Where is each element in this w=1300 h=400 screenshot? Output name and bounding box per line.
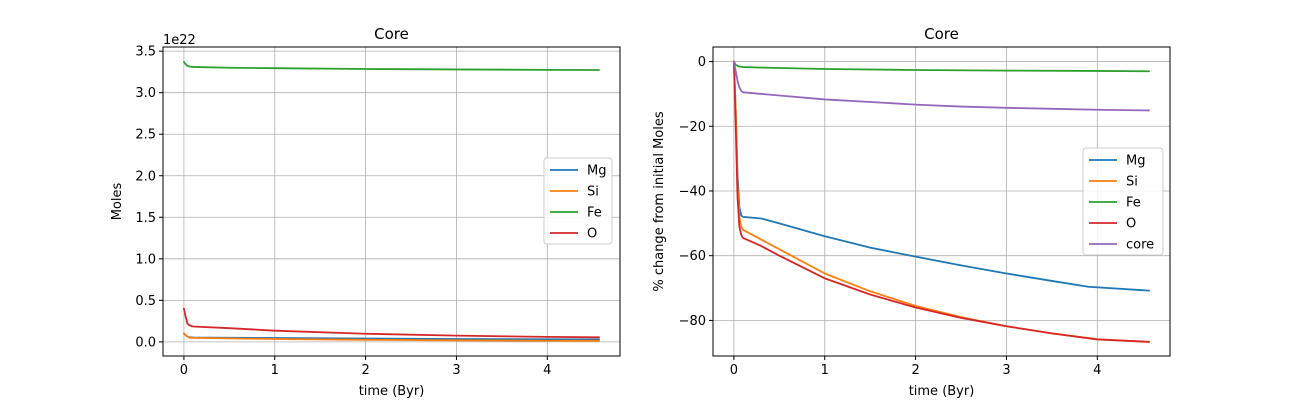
chart-title: Core	[374, 25, 409, 43]
y-tick-label: −80	[679, 314, 706, 329]
x-tick-label: 3	[452, 363, 460, 378]
x-tick-label: 2	[361, 363, 369, 378]
x-tick-label: 2	[911, 363, 919, 378]
x-tick-label: 1	[821, 363, 829, 378]
plot-frame	[162, 46, 621, 357]
x-tick-label: 4	[543, 363, 551, 378]
series-line-O	[733, 60, 1150, 343]
legend-frame	[543, 157, 613, 245]
y-axis-label: % change from initial Moles	[652, 111, 667, 292]
y-tick-label: 0.0	[135, 335, 156, 350]
y-tick-label: −40	[679, 184, 706, 199]
legend-label-O: O	[587, 227, 597, 242]
x-tick-label: 1	[271, 363, 279, 378]
x-tick-label: 3	[1002, 363, 1010, 378]
x-axis-label: time (Byr)	[909, 384, 975, 399]
legend-label-Fe: Fe	[1126, 196, 1141, 211]
y-tick-label: −60	[679, 249, 706, 264]
y-tick-label: 1.0	[135, 252, 156, 267]
plot-frame	[712, 46, 1171, 357]
y-tick-label: 3.5	[135, 45, 156, 60]
y-tick-label: 0.5	[135, 294, 156, 309]
x-axis-label: time (Byr)	[359, 384, 425, 399]
x-tick-label: 0	[180, 363, 188, 378]
y-tick-label: 0	[698, 55, 706, 70]
y-axis-label: Moles	[110, 183, 125, 221]
series-line-Si	[183, 332, 600, 342]
y-tick-label: 3.0	[135, 86, 156, 101]
y-tick-label: 1.5	[135, 211, 156, 226]
legend-label-Mg: Mg	[587, 164, 606, 179]
legend-label-Si: Si	[587, 185, 599, 200]
series-line-Fe	[733, 60, 1150, 73]
x-tick-label: 0	[730, 363, 738, 378]
legend-label-Fe: Fe	[587, 206, 602, 221]
chart-title: Core	[924, 25, 959, 43]
y-tick-label: 2.0	[135, 169, 156, 184]
legend: Mg Si Fe O	[543, 157, 613, 245]
y-axis-offset-text: 1e22	[163, 33, 196, 48]
legend-label-Mg: Mg	[1126, 154, 1145, 169]
x-tick-label: 4	[1093, 363, 1101, 378]
series-line-O	[183, 307, 600, 339]
legend-label-Si: Si	[1126, 175, 1138, 190]
y-tick-label: −20	[679, 120, 706, 135]
legend-frame	[1082, 147, 1164, 256]
legend-label-O: O	[1126, 217, 1136, 232]
legend-label-core: core	[1126, 238, 1154, 253]
series-line-Fe	[183, 61, 600, 71]
chart-percent-change: 0 1 2 3 4 0 −20 −40 −60 −80 Core time (Byr) % cha…	[652, 25, 1171, 399]
y-tick-label: 2.5	[135, 128, 156, 143]
chart-moles: 0 1 2 3 4 0.0 0.5 1.0 1.5 2.0 2.5 3.0 3.5 Core time …	[110, 25, 621, 399]
series-line-core	[733, 60, 1150, 112]
